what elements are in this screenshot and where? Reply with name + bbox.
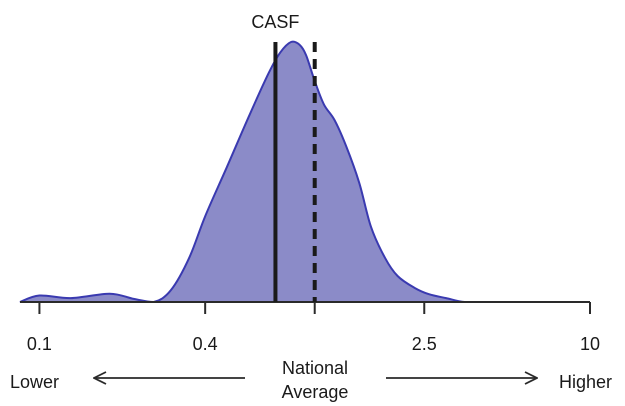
x-tick-label: 10 xyxy=(580,334,600,354)
x-tick-label: 0.4 xyxy=(193,334,218,354)
casf-label: CASF xyxy=(251,12,299,32)
direction-label-lower: Lower xyxy=(10,372,59,392)
direction-legend: Lower National Average Higher xyxy=(10,358,612,402)
plot-area xyxy=(19,40,590,304)
x-tick-label: 0.1 xyxy=(27,334,52,354)
direction-label-average: Average xyxy=(282,382,349,402)
x-axis: 0.1 0.4 2.5 10 xyxy=(20,301,600,354)
direction-label-higher: Higher xyxy=(559,372,612,392)
x-tick-label: 2.5 xyxy=(412,334,437,354)
reference-lines: CASF xyxy=(251,12,317,302)
direction-label-national: National xyxy=(282,358,348,378)
density-area xyxy=(19,40,590,304)
